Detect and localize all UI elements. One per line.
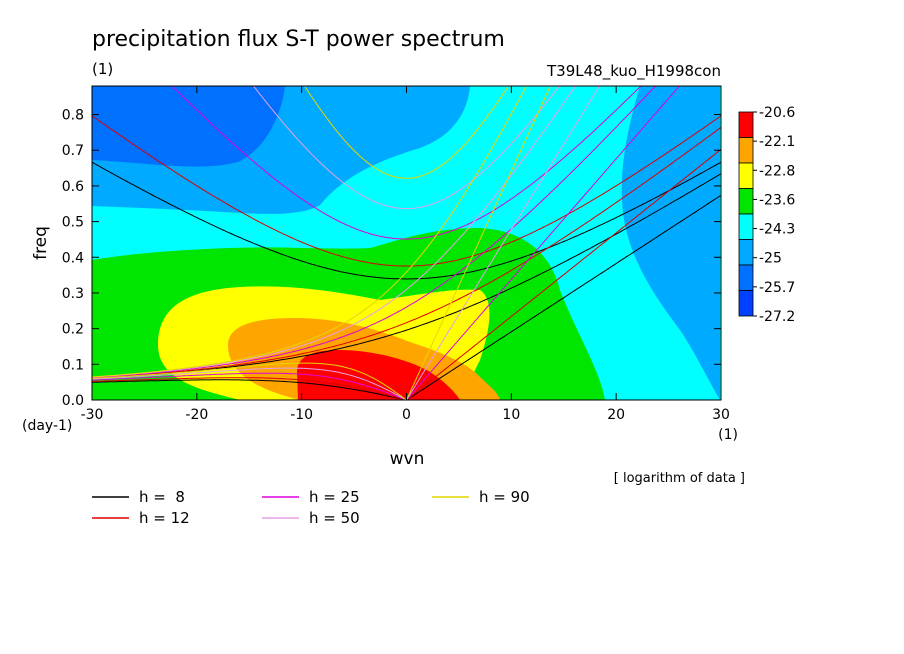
colorbar-label: -20.6 xyxy=(759,105,795,121)
kelvin-curve-h8 xyxy=(406,194,721,400)
colorbar-label: -27.2 xyxy=(759,309,795,325)
y-axis: 0.0 0.1 0.2 0.3 0.4 0.5 0.6 0.7 0.8 xyxy=(62,108,721,409)
equatorial-rossby-curve-h25 xyxy=(92,372,407,400)
kelvin-curve-h25 xyxy=(406,86,681,400)
x-axis: -30 -20 -10 0 10 20 30 xyxy=(81,86,730,423)
inertia-gravity-curve-h25 xyxy=(171,86,642,240)
inertia-gravity-curve-h50 xyxy=(252,86,561,210)
y-tick-label: 0.7 xyxy=(62,143,84,159)
contour-band-25-7-right xyxy=(621,86,720,400)
x-tick-label: 30 xyxy=(712,407,730,423)
x-unit-label: (1) xyxy=(718,427,738,443)
data-note: [ logarithm of data ] xyxy=(614,471,745,486)
colorbar-swatch xyxy=(738,111,754,138)
colorbar-swatch xyxy=(738,264,754,291)
inertia-gravity-curve-h90 xyxy=(304,86,509,179)
kelvin-curve-h90 xyxy=(406,86,551,400)
inertia-gravity-curve-h8 xyxy=(92,161,721,280)
y-tick-label: 0.4 xyxy=(62,250,84,266)
mixed-rossby-gravity-curve-h50 xyxy=(92,86,577,378)
kelvin-curve-h50 xyxy=(406,86,601,400)
equatorial-rossby-curve-h12 xyxy=(92,377,407,400)
colorbar-label: -23.6 xyxy=(759,192,795,208)
y-unit-label: (day-1) xyxy=(22,418,72,434)
units-label: (1) xyxy=(92,60,113,78)
legend: h = 8 h = 12 h = 25 h = 50 h = 90 xyxy=(92,488,530,527)
legend-label-h50: h = 50 xyxy=(309,509,360,527)
experiment-label: T39L48_kuo_H1998con xyxy=(546,62,721,81)
y-tick-label: 0.1 xyxy=(62,357,84,373)
x-tick-label: 10 xyxy=(502,407,520,423)
y-tick-label: 0.5 xyxy=(62,215,84,231)
dispersion-curves xyxy=(92,86,721,400)
colorbar-swatch xyxy=(738,239,754,266)
legend-label-h25: h = 25 xyxy=(309,488,360,506)
kelvin-curve-h12 xyxy=(406,148,721,400)
contour-field xyxy=(92,86,721,400)
y-tick-label: 0.8 xyxy=(62,108,84,124)
inertia-gravity-curve-h12 xyxy=(92,115,721,267)
x-tick-label: -10 xyxy=(290,407,313,423)
y-tick-label: 0.0 xyxy=(62,393,84,409)
equatorial-rossby-curve-h8 xyxy=(92,379,407,400)
colorbar-label: -22.1 xyxy=(759,134,795,150)
colorbar: -20.6 -22.1 -22.8 -23.6 -24.3 -25 -25.7 -27.2 xyxy=(738,105,795,325)
legend-label-h90: h = 90 xyxy=(479,488,530,506)
colorbar-label: -24.3 xyxy=(759,222,795,238)
colorbar-swatch xyxy=(738,213,754,240)
x-tick-label: 0 xyxy=(402,407,411,423)
y-axis-label: freq xyxy=(31,226,51,260)
mixed-rossby-gravity-curve-h12 xyxy=(92,126,721,379)
colorbar-swatch xyxy=(738,290,754,317)
y-tick-label: 0.3 xyxy=(62,286,84,302)
x-tick-label: -30 xyxy=(81,407,104,423)
equatorial-rossby-curve-h50 xyxy=(92,367,407,400)
colorbar-label: -25.7 xyxy=(759,280,795,296)
mixed-rossby-gravity-curve-h90 xyxy=(92,86,528,378)
legend-label-h12: h = 12 xyxy=(139,509,190,527)
y-tick-label: 0.2 xyxy=(62,322,84,338)
mixed-rossby-gravity-curve-h25 xyxy=(92,86,657,378)
y-tick-label: 0.6 xyxy=(62,179,84,195)
colorbar-swatch xyxy=(738,162,754,189)
x-tick-label: 20 xyxy=(607,407,625,423)
contour-band-22-1 xyxy=(297,350,460,400)
x-axis-label: wvn xyxy=(390,449,425,469)
colorbar-label: -25 xyxy=(759,251,782,267)
colorbar-swatch xyxy=(738,137,754,164)
chart-title: precipitation flux S-T power spectrum xyxy=(92,27,505,52)
x-tick-label: -20 xyxy=(185,407,208,423)
colorbar-swatch xyxy=(738,188,754,215)
legend-label-h8: h = 8 xyxy=(139,488,185,506)
colorbar-label: -22.8 xyxy=(759,163,795,179)
equatorial-rossby-curve-h90 xyxy=(92,362,407,400)
